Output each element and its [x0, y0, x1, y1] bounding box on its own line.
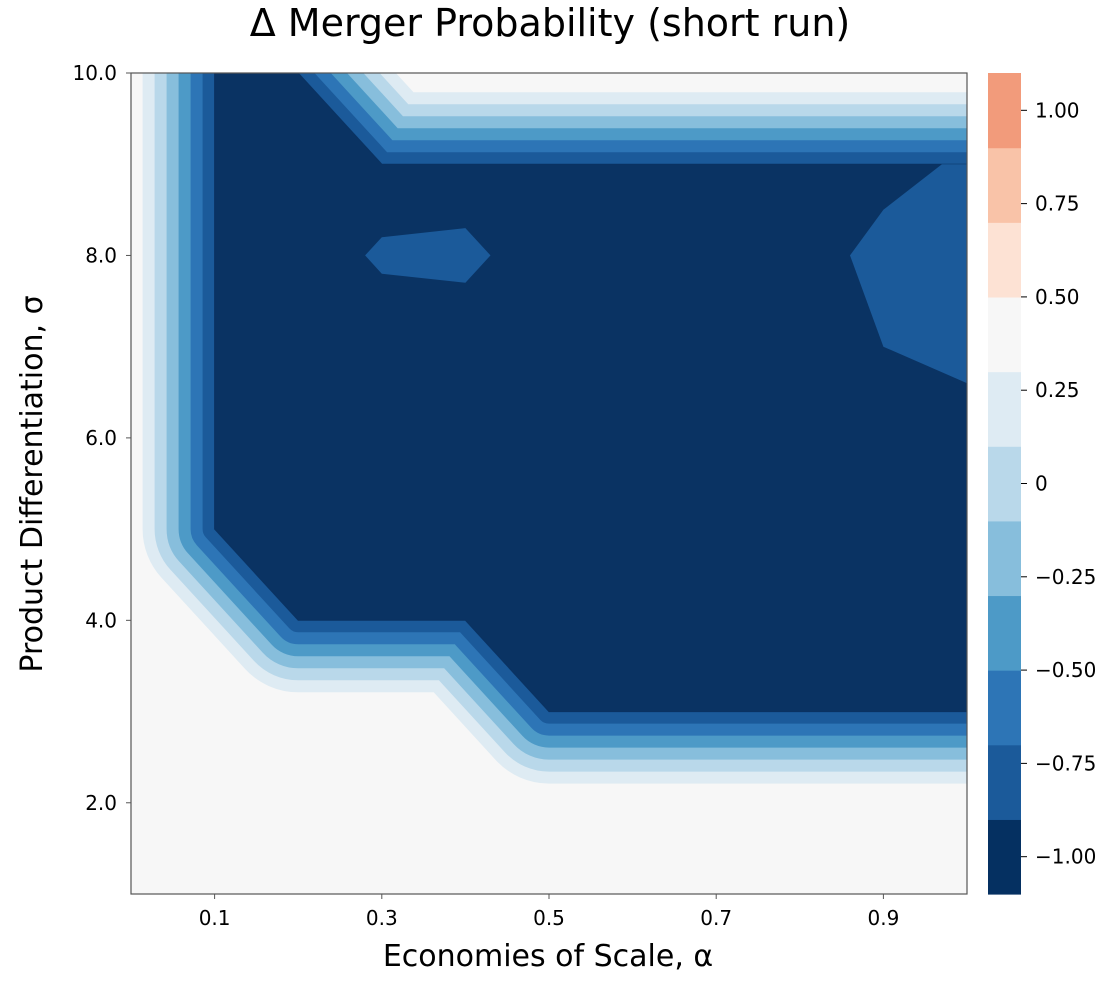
- colorbar-segment: [988, 147, 1021, 223]
- colorbar-tick-label: 0.50: [1035, 285, 1080, 309]
- colorbar-segment: [988, 819, 1021, 895]
- colorbar-segment: [988, 296, 1021, 373]
- colorbar-tick-label: 0: [1035, 472, 1048, 496]
- colorbar-tick-label: 1.00: [1035, 98, 1080, 122]
- colorbar-tick-label: −0.75: [1035, 751, 1096, 775]
- colorbar-segment: [988, 371, 1021, 447]
- colorbar-segment: [988, 222, 1021, 298]
- colorbar-tick-label: −0.50: [1035, 658, 1096, 682]
- colorbar-tick-label: −1.00: [1035, 845, 1096, 869]
- x-tick-label: 0.9: [867, 906, 899, 930]
- y-axis-title: Product Differentiation, σ: [15, 295, 50, 672]
- colorbar-segment: [988, 520, 1021, 597]
- y-tick-label: 4.0: [85, 608, 117, 632]
- contour-core-region: [214, 73, 967, 713]
- y-tick-label: 2.0: [85, 791, 117, 815]
- contour-pocket-1: [365, 228, 491, 283]
- y-tick-label: 8.0: [85, 243, 117, 267]
- colorbar-segment: [988, 744, 1021, 820]
- colorbar-segment: [988, 595, 1021, 671]
- colorbar-tick-label: 0.25: [1035, 378, 1080, 402]
- colorbar-ticks: −1.00 −0.75 −0.50 −0.25 0 0.25 0.50 0.75 1.00: [1021, 98, 1096, 869]
- y-tick-label: 6.0: [85, 426, 117, 450]
- y-tick-label: 10.0: [72, 61, 117, 85]
- chart-title: Δ Merger Probability (short run): [250, 1, 851, 45]
- x-tick-label: 0.5: [533, 906, 565, 930]
- colorbar-segment: [988, 670, 1021, 746]
- x-axis-ticks: 0.1 0.3 0.5 0.7 0.9: [199, 894, 899, 930]
- contour-pocket-2: [850, 164, 967, 384]
- x-axis-title: Economies of Scale, α: [383, 939, 713, 974]
- colorbar: [988, 73, 1021, 895]
- colorbar-segment: [988, 446, 1021, 522]
- colorbar-tick-label: 0.75: [1035, 192, 1080, 216]
- x-tick-label: 0.3: [366, 906, 398, 930]
- y-axis-ticks: 2.0 4.0 6.0 8.0 10.0: [72, 61, 131, 815]
- colorbar-segment: [988, 73, 1021, 149]
- plot-area: [131, 73, 967, 894]
- x-tick-label: 0.1: [199, 906, 231, 930]
- x-tick-label: 0.7: [700, 906, 732, 930]
- colorbar-tick-label: −0.25: [1035, 565, 1096, 589]
